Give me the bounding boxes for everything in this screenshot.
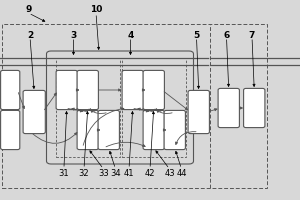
FancyBboxPatch shape [164, 110, 185, 150]
Text: 6: 6 [224, 31, 230, 40]
FancyBboxPatch shape [1, 110, 20, 150]
Text: 9: 9 [25, 5, 32, 15]
Text: 10: 10 [90, 5, 102, 15]
Text: 42: 42 [145, 170, 155, 178]
Text: 2: 2 [27, 31, 33, 40]
FancyBboxPatch shape [244, 88, 265, 128]
FancyBboxPatch shape [1, 70, 20, 110]
FancyBboxPatch shape [56, 70, 77, 110]
FancyBboxPatch shape [218, 88, 239, 128]
FancyBboxPatch shape [98, 110, 119, 150]
FancyBboxPatch shape [77, 110, 98, 150]
Text: 5: 5 [194, 31, 200, 40]
Text: 33: 33 [98, 170, 109, 178]
Text: 32: 32 [79, 170, 89, 178]
Text: 41: 41 [124, 170, 134, 178]
Text: 34: 34 [110, 170, 121, 178]
FancyBboxPatch shape [143, 70, 164, 110]
FancyBboxPatch shape [23, 90, 45, 134]
Text: 7: 7 [249, 31, 255, 40]
Text: 3: 3 [70, 31, 76, 40]
FancyBboxPatch shape [188, 90, 209, 134]
FancyBboxPatch shape [77, 70, 98, 110]
Text: 43: 43 [164, 170, 175, 178]
FancyBboxPatch shape [122, 70, 143, 110]
Text: 44: 44 [176, 170, 187, 178]
Text: 31: 31 [58, 170, 69, 178]
Text: 4: 4 [127, 31, 134, 40]
FancyBboxPatch shape [143, 110, 164, 150]
